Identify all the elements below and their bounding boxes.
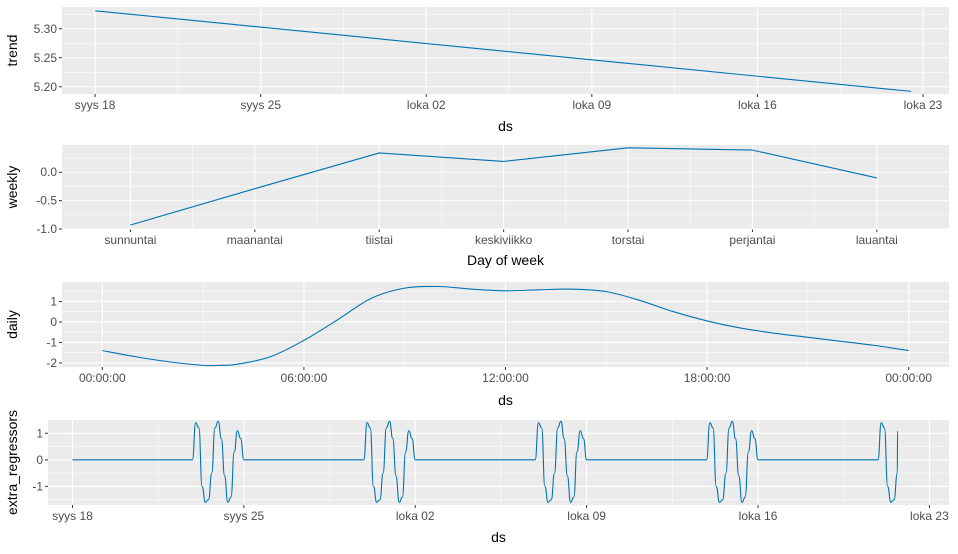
panel-background: [62, 7, 949, 94]
x-tick-label: sunnuntai: [104, 233, 156, 247]
x-tick-label: loka 02: [396, 509, 435, 523]
x-tick-label: 00:00:00: [885, 371, 932, 385]
extra-regressors-series-line: [72, 420, 899, 503]
y-axis-title: daily: [4, 310, 20, 339]
y-axis-title: extra_regressors: [4, 410, 20, 515]
x-tick-label: loka 09: [572, 98, 611, 112]
y-tick-label: 0: [36, 453, 43, 467]
x-tick-label: loka 16: [739, 509, 778, 523]
x-tick-label: loka 02: [407, 98, 446, 112]
x-tick-label: loka 23: [904, 98, 943, 112]
x-tick-label: syys 25: [224, 509, 265, 523]
y-axis-title: trend: [4, 35, 20, 67]
x-axis-title: ds: [491, 529, 506, 545]
panel-weekly: sunnuntai maanantai tiistai keskiviikko tors…: [4, 145, 949, 268]
x-tick-label: perjantai: [729, 233, 775, 247]
x-tick-label: syys 18: [52, 509, 93, 523]
panel-daily: 00:00:00 06:00:00 12:00:00 18:00:00 00:00:00…: [4, 282, 949, 408]
y-tick-label: 0: [50, 315, 57, 329]
x-tick-label: loka 16: [738, 98, 777, 112]
x-tick-label: loka 23: [910, 509, 949, 523]
y-tick-label: -2: [46, 356, 57, 370]
x-tick-label: syys 18: [75, 98, 116, 112]
y-tick-label: 0.0: [40, 165, 57, 179]
weekly-series-line: [130, 147, 877, 226]
x-tick-label: 12:00:00: [482, 371, 529, 385]
panel-trend: syys 18 syys 25 loka 02 loka 09 loka 16 loka …: [4, 7, 949, 134]
y-tick-label: 1: [50, 294, 57, 308]
x-axis-title: ds: [498, 392, 513, 408]
y-tick-label: -1.0: [36, 222, 57, 236]
y-tick-label: -1: [32, 479, 43, 493]
x-tick-label: maanantai: [227, 233, 283, 247]
trend-series-line: [95, 10, 912, 92]
y-tick-label: 1: [36, 426, 43, 440]
y-tick-label: -0.5: [36, 194, 57, 208]
x-tick-label: 06:00:00: [281, 371, 328, 385]
daily-series-line: [102, 285, 909, 367]
y-tick-label: 5.20: [34, 80, 58, 94]
x-tick-label: loka 09: [567, 509, 606, 523]
x-tick-label: 18:00:00: [684, 371, 731, 385]
x-tick-label: torstai: [612, 233, 645, 247]
y-tick-label: -1: [46, 335, 57, 349]
x-tick-label: 00:00:00: [79, 371, 126, 385]
y-axis-title: weekly: [4, 166, 20, 210]
panel-extra-regressors: syys 18 syys 25 loka 02 loka 09 loka 16 loka …: [4, 410, 949, 545]
panel-background: [62, 145, 949, 229]
x-axis-title: ds: [498, 118, 513, 134]
panel-background: [48, 420, 949, 505]
y-tick-label: 5.30: [34, 22, 58, 36]
x-tick-label: tiistai: [366, 233, 393, 247]
x-tick-label: lauantai: [856, 233, 898, 247]
x-tick-label: syys 25: [240, 98, 281, 112]
x-tick-label: keskiviikko: [475, 233, 533, 247]
y-tick-label: 5.25: [34, 51, 58, 65]
x-axis-title: Day of week: [467, 252, 545, 268]
